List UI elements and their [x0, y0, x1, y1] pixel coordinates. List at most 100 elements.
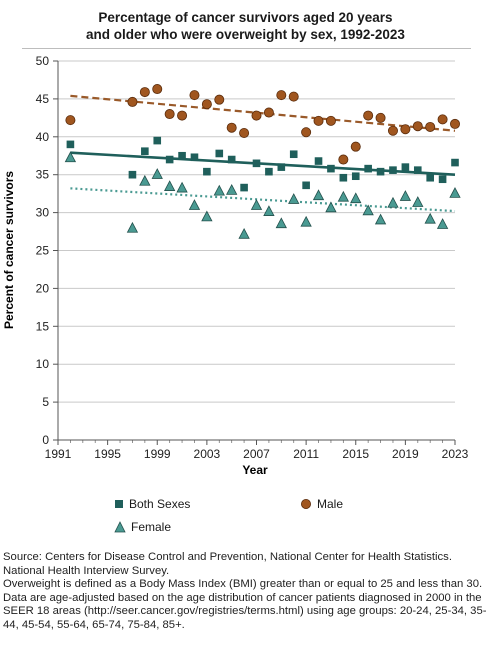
point-both-sexes — [302, 181, 310, 190]
y-tick-label: 5 — [42, 395, 49, 409]
point-male — [400, 124, 411, 135]
point-male — [139, 87, 150, 98]
point-female — [139, 174, 151, 186]
x-tick-label: 1999 — [144, 447, 171, 461]
trend-line-female — [70, 187, 456, 213]
point-female — [412, 196, 424, 207]
point-male — [239, 128, 250, 139]
point-male — [251, 110, 262, 121]
point-both-sexes — [178, 151, 186, 160]
point-female — [387, 196, 399, 208]
point-female — [449, 187, 461, 198]
point-both-sexes — [389, 166, 397, 174]
y-tick-label: 10 — [36, 357, 50, 371]
axes — [53, 60, 456, 445]
point-female — [201, 210, 213, 222]
point-both-sexes — [252, 159, 261, 168]
y-tick-label: 50 — [36, 54, 50, 68]
point-both-sexes — [66, 140, 75, 149]
point-male — [437, 114, 448, 125]
point-female — [337, 190, 350, 202]
point-female — [188, 199, 201, 210]
footnote-methods: Data are age-adjusted based on the age d… — [3, 591, 487, 631]
point-male — [263, 107, 274, 118]
scatter-chart: 0 5 10 15 20 25 30 35 40 45 50 1991 1995 1999 2003 2007… — [2, 54, 469, 477]
point-both-sexes — [376, 167, 385, 176]
point-male — [65, 115, 76, 126]
point-both-sexes — [215, 149, 224, 158]
point-both-sexes — [128, 170, 137, 179]
point-female — [325, 201, 337, 213]
y-tick-label: 40 — [36, 130, 50, 144]
point-male — [350, 141, 361, 152]
point-female — [436, 218, 449, 229]
point-male — [214, 94, 225, 105]
point-male — [152, 84, 163, 95]
x-tick-label: 2015 — [342, 447, 369, 461]
footnotes: Source: Centers for Disease Control and … — [3, 551, 487, 633]
point-male — [276, 90, 287, 101]
point-female — [126, 221, 139, 233]
point-female — [176, 181, 188, 193]
y-tick-label: 15 — [36, 319, 50, 333]
trend-line-both-sexes — [70, 151, 456, 176]
point-both-sexes — [277, 163, 286, 171]
point-male — [425, 121, 436, 132]
point-female — [362, 204, 374, 216]
point-both-sexes — [265, 167, 273, 176]
tick-labels: 0 5 10 15 20 25 30 35 40 45 50 1991 1995 1999 2003 2007… — [36, 54, 469, 461]
point-both-sexes — [190, 153, 199, 162]
x-tick-label: 1995 — [94, 447, 121, 461]
y-tick-label: 20 — [36, 281, 50, 295]
point-male — [313, 115, 324, 126]
chart-title-line-1: Percentage of cancer survivors aged 20 y… — [98, 10, 393, 25]
data-points — [64, 84, 461, 239]
y-tick-label: 25 — [36, 244, 50, 258]
y-tick-label: 0 — [42, 433, 49, 447]
point-male — [363, 110, 374, 121]
chart-title-line-2: and older who were overweight by sex, 19… — [86, 27, 405, 42]
point-both-sexes — [289, 150, 298, 159]
point-both-sexes — [165, 155, 174, 164]
y-tick-label: 45 — [36, 92, 50, 106]
x-tick-label: 2007 — [243, 447, 270, 461]
x-axis-label: Year — [242, 463, 268, 477]
y-axis-label: Percent of cancer survivors — [2, 171, 16, 329]
x-tick-label: 2019 — [392, 447, 419, 461]
point-male — [189, 90, 200, 101]
point-both-sexes — [451, 158, 459, 167]
point-both-sexes — [426, 173, 434, 182]
x-tick-label: 2023 — [442, 447, 469, 461]
point-male — [288, 91, 299, 102]
chart-title: Percentage of cancer survivors aged 20 y… — [0, 9, 491, 43]
point-female — [151, 168, 163, 179]
point-both-sexes — [351, 172, 360, 181]
point-both-sexes — [339, 173, 348, 182]
point-female — [288, 193, 300, 204]
point-male — [325, 115, 336, 126]
y-tick-label: 30 — [36, 206, 50, 220]
point-both-sexes — [413, 166, 422, 174]
point-both-sexes — [364, 164, 372, 173]
point-male — [226, 122, 237, 133]
x-tick-label: 2011 — [293, 447, 319, 461]
point-both-sexes — [314, 157, 323, 165]
y-tick-label: 35 — [36, 168, 50, 182]
trend-lines — [70, 94, 456, 213]
point-male — [177, 110, 188, 121]
x-tick-label: 1991 — [45, 447, 72, 461]
point-female — [238, 227, 250, 239]
point-female — [213, 184, 225, 196]
point-both-sexes — [141, 147, 149, 156]
point-both-sexes — [327, 164, 335, 173]
point-female — [64, 151, 77, 163]
title-divider — [22, 48, 471, 49]
point-male — [201, 99, 212, 110]
point-female — [275, 217, 287, 229]
point-male — [375, 112, 386, 123]
point-female — [399, 190, 412, 201]
point-female — [226, 184, 238, 195]
point-both-sexes — [240, 183, 248, 192]
point-male — [387, 125, 398, 136]
point-female — [250, 199, 263, 210]
